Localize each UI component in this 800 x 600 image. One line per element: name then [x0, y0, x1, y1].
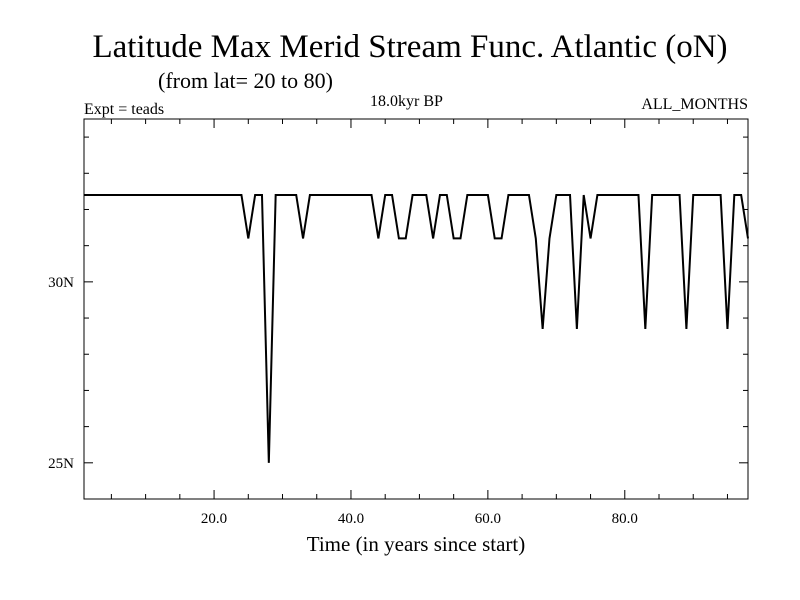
x-axis-ticks: 20.0 40.0 60.0 80.0 [110, 119, 728, 527]
x-tick-label: 80.0 [612, 511, 638, 527]
y-axis-ticks: 25N 30N [48, 136, 748, 500]
chart-subtitle: (from lat= 20 to 80) [158, 68, 333, 93]
annotation-left: Expt = teads [84, 101, 164, 118]
annotation-right: ALL_MONTHS [641, 96, 748, 113]
series-line [84, 194, 749, 463]
plot-area-frame [83, 118, 749, 500]
annotation-center: 18.0kyr BP [370, 93, 443, 110]
series-layer [84, 194, 749, 463]
x-tick-label: 40.0 [338, 511, 364, 527]
y-tick-label: 30N [48, 275, 74, 291]
x-tick-label: 60.0 [475, 511, 501, 527]
y-tick-label: 25N [48, 456, 74, 472]
x-tick-label: 20.0 [201, 511, 227, 527]
chart-title: Latitude Max Merid Stream Func. Atlantic… [92, 29, 727, 65]
x-axis-label: Time (in years since start) [307, 532, 526, 556]
